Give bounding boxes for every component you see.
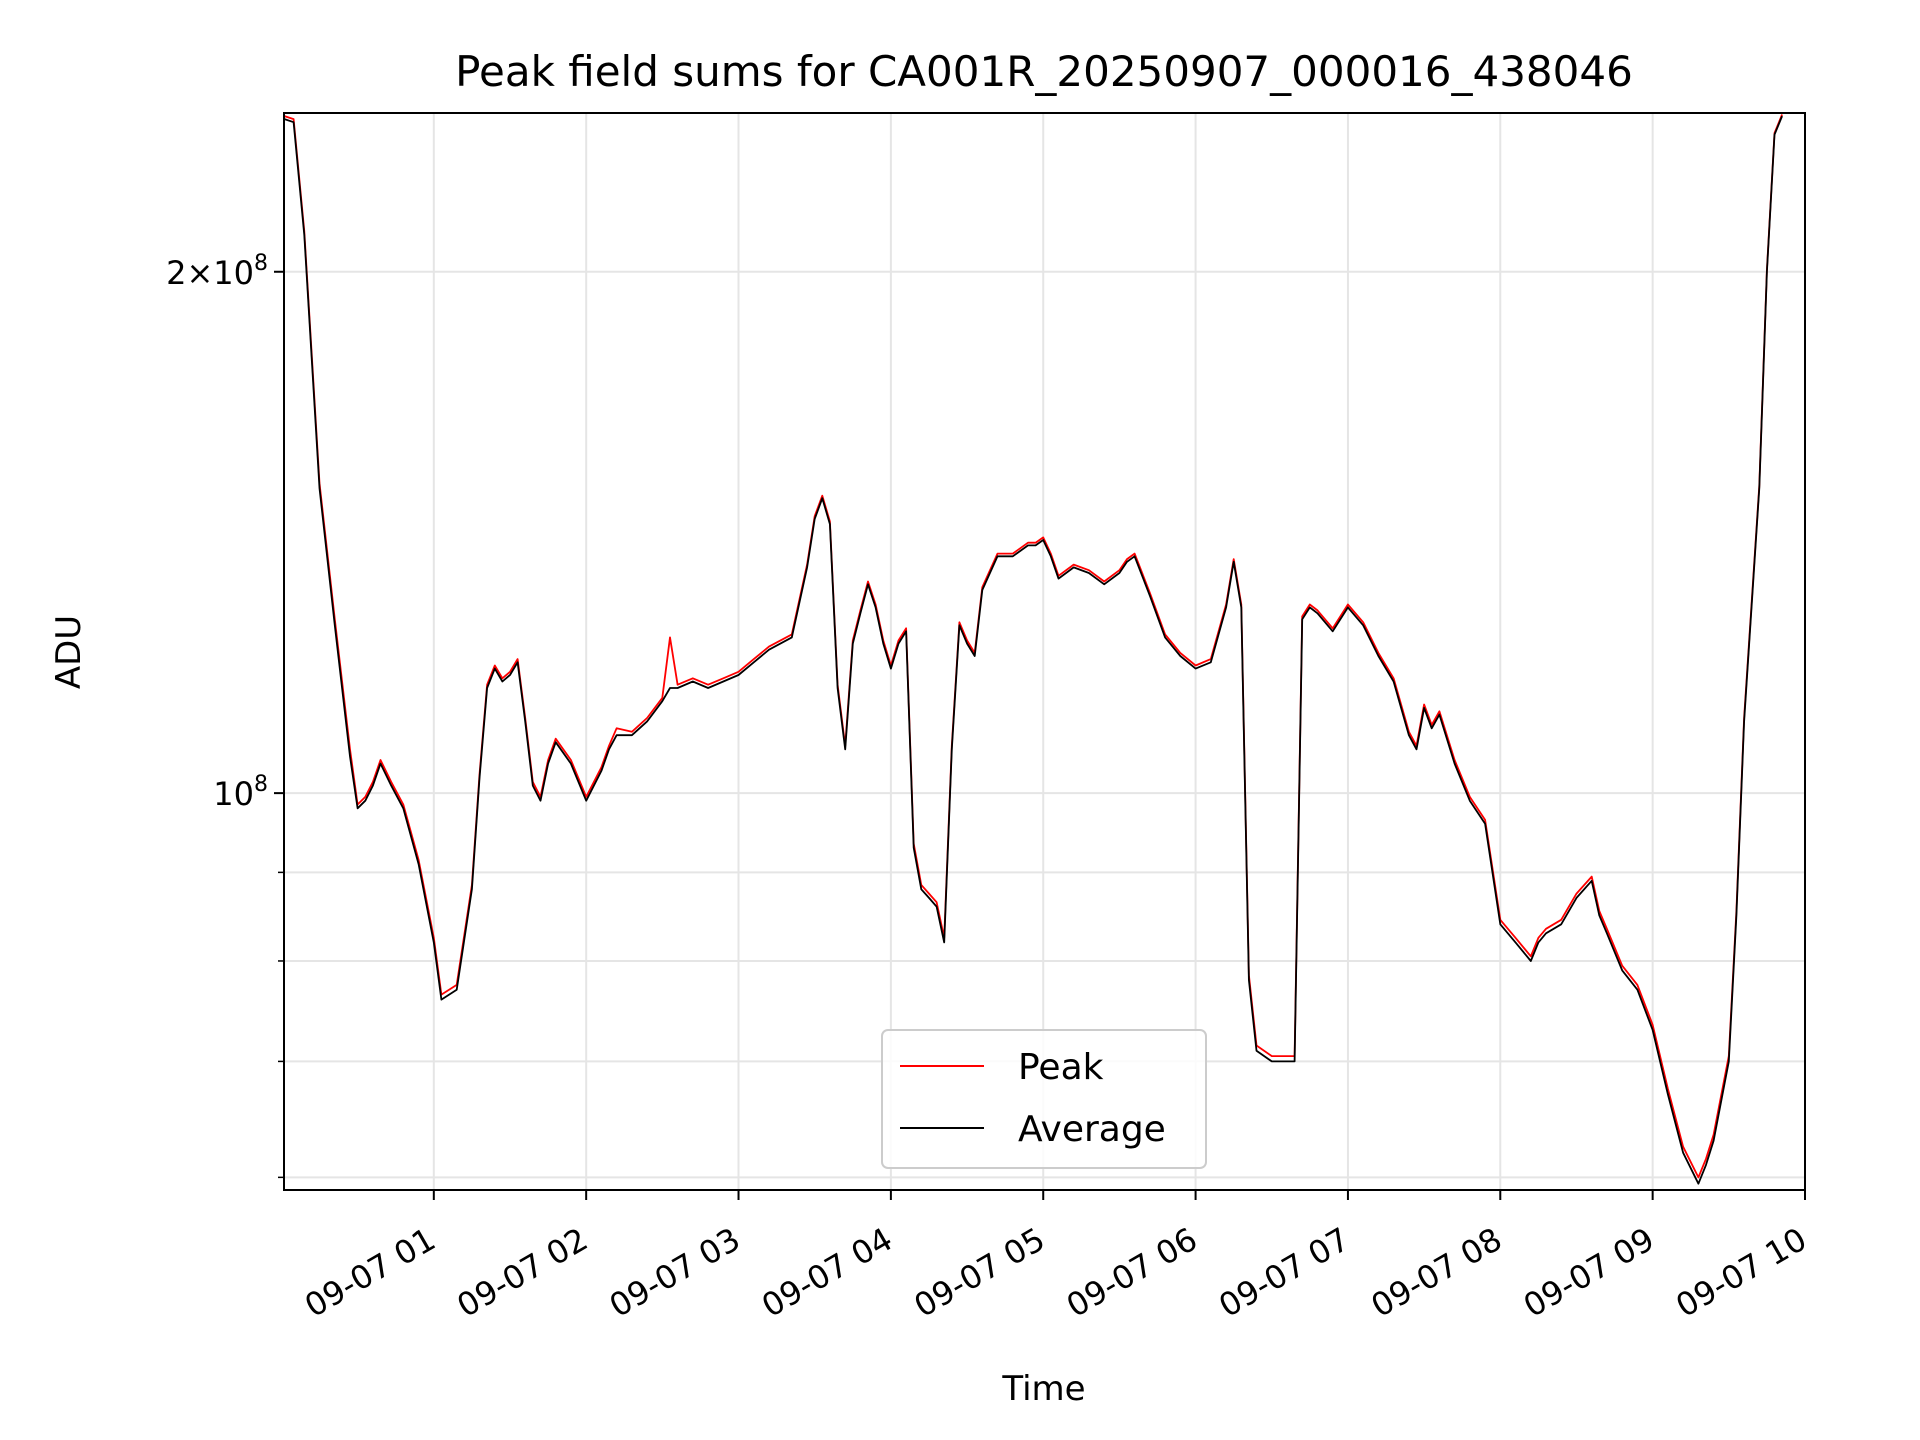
y-axis-label: ADU	[49, 615, 89, 689]
grid	[284, 113, 1806, 1190]
plot-lines	[284, 114, 1783, 1185]
plot-frame	[283, 112, 1806, 1191]
y-axis: 108 2×108	[166, 251, 284, 1179]
chart-title: Peak field sums for CA001R_20250907_0000…	[455, 47, 1633, 96]
legend-box	[881, 1029, 1207, 1169]
series-line-average	[284, 115, 1783, 1185]
legend-label-peak: Peak	[1018, 1047, 1104, 1088]
x-axis-label: Time	[1001, 1369, 1085, 1409]
legend-label-average: Average	[1018, 1109, 1166, 1150]
y-tick-label: 2×108	[166, 251, 268, 292]
y-tick-label: 108	[213, 772, 268, 813]
legend: Peak Average	[881, 1029, 1207, 1169]
